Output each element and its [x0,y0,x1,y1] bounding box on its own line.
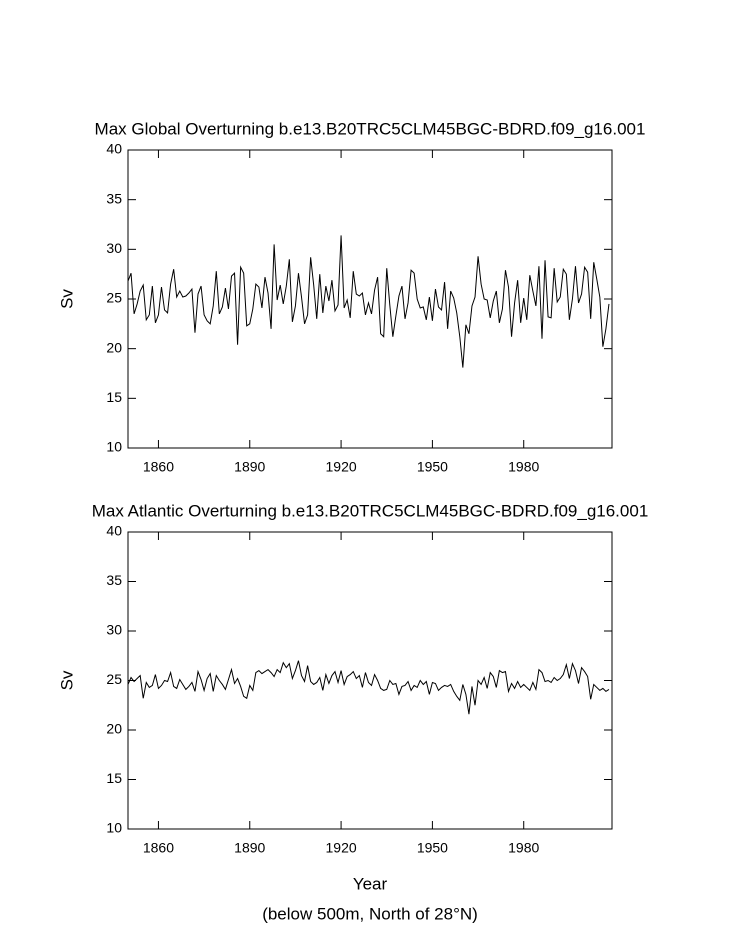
y-tick-label: 40 [106,141,122,157]
chart-title: Max Global Overturning b.e13.B20TRC5CLM4… [95,119,646,138]
y-axis-label: Sv [57,670,76,690]
y-axis-label: Sv [57,289,76,309]
y-tick-label: 10 [106,820,122,836]
plot-frame [127,149,613,449]
y-tick-label: 10 [106,439,122,455]
y-tick-label: 30 [106,240,122,256]
x-axis-label: Year [353,874,388,893]
x-tick-label: 1920 [326,459,357,475]
y-tick-label: 15 [106,389,122,405]
x-tick-label: 1920 [326,840,357,856]
footnote: (below 500m, North of 28°N) [262,904,478,923]
x-tick-label: 1980 [508,840,539,856]
x-tick-label: 1980 [508,459,539,475]
data-line [127,660,610,715]
x-tick-label: 1890 [234,840,265,856]
x-tick-label: 1860 [143,459,174,475]
y-tick-label: 35 [106,572,122,588]
plot-frame [127,531,613,830]
y-tick-label: 20 [106,339,122,355]
x-tick-label: 1860 [143,840,174,856]
chart-title: Max Atlantic Overturning b.e13.B20TRC5CL… [92,501,649,520]
y-tick-label: 25 [106,671,122,687]
y-tick-label: 35 [106,190,122,206]
data-line [127,235,610,368]
y-tick-label: 25 [106,290,122,306]
y-tick-label: 20 [106,721,122,737]
x-tick-label: 1950 [417,840,448,856]
y-tick-label: 30 [106,622,122,638]
x-tick-label: 1890 [234,459,265,475]
y-tick-label: 40 [106,523,122,539]
x-tick-label: 1950 [417,459,448,475]
y-tick-label: 15 [106,770,122,786]
